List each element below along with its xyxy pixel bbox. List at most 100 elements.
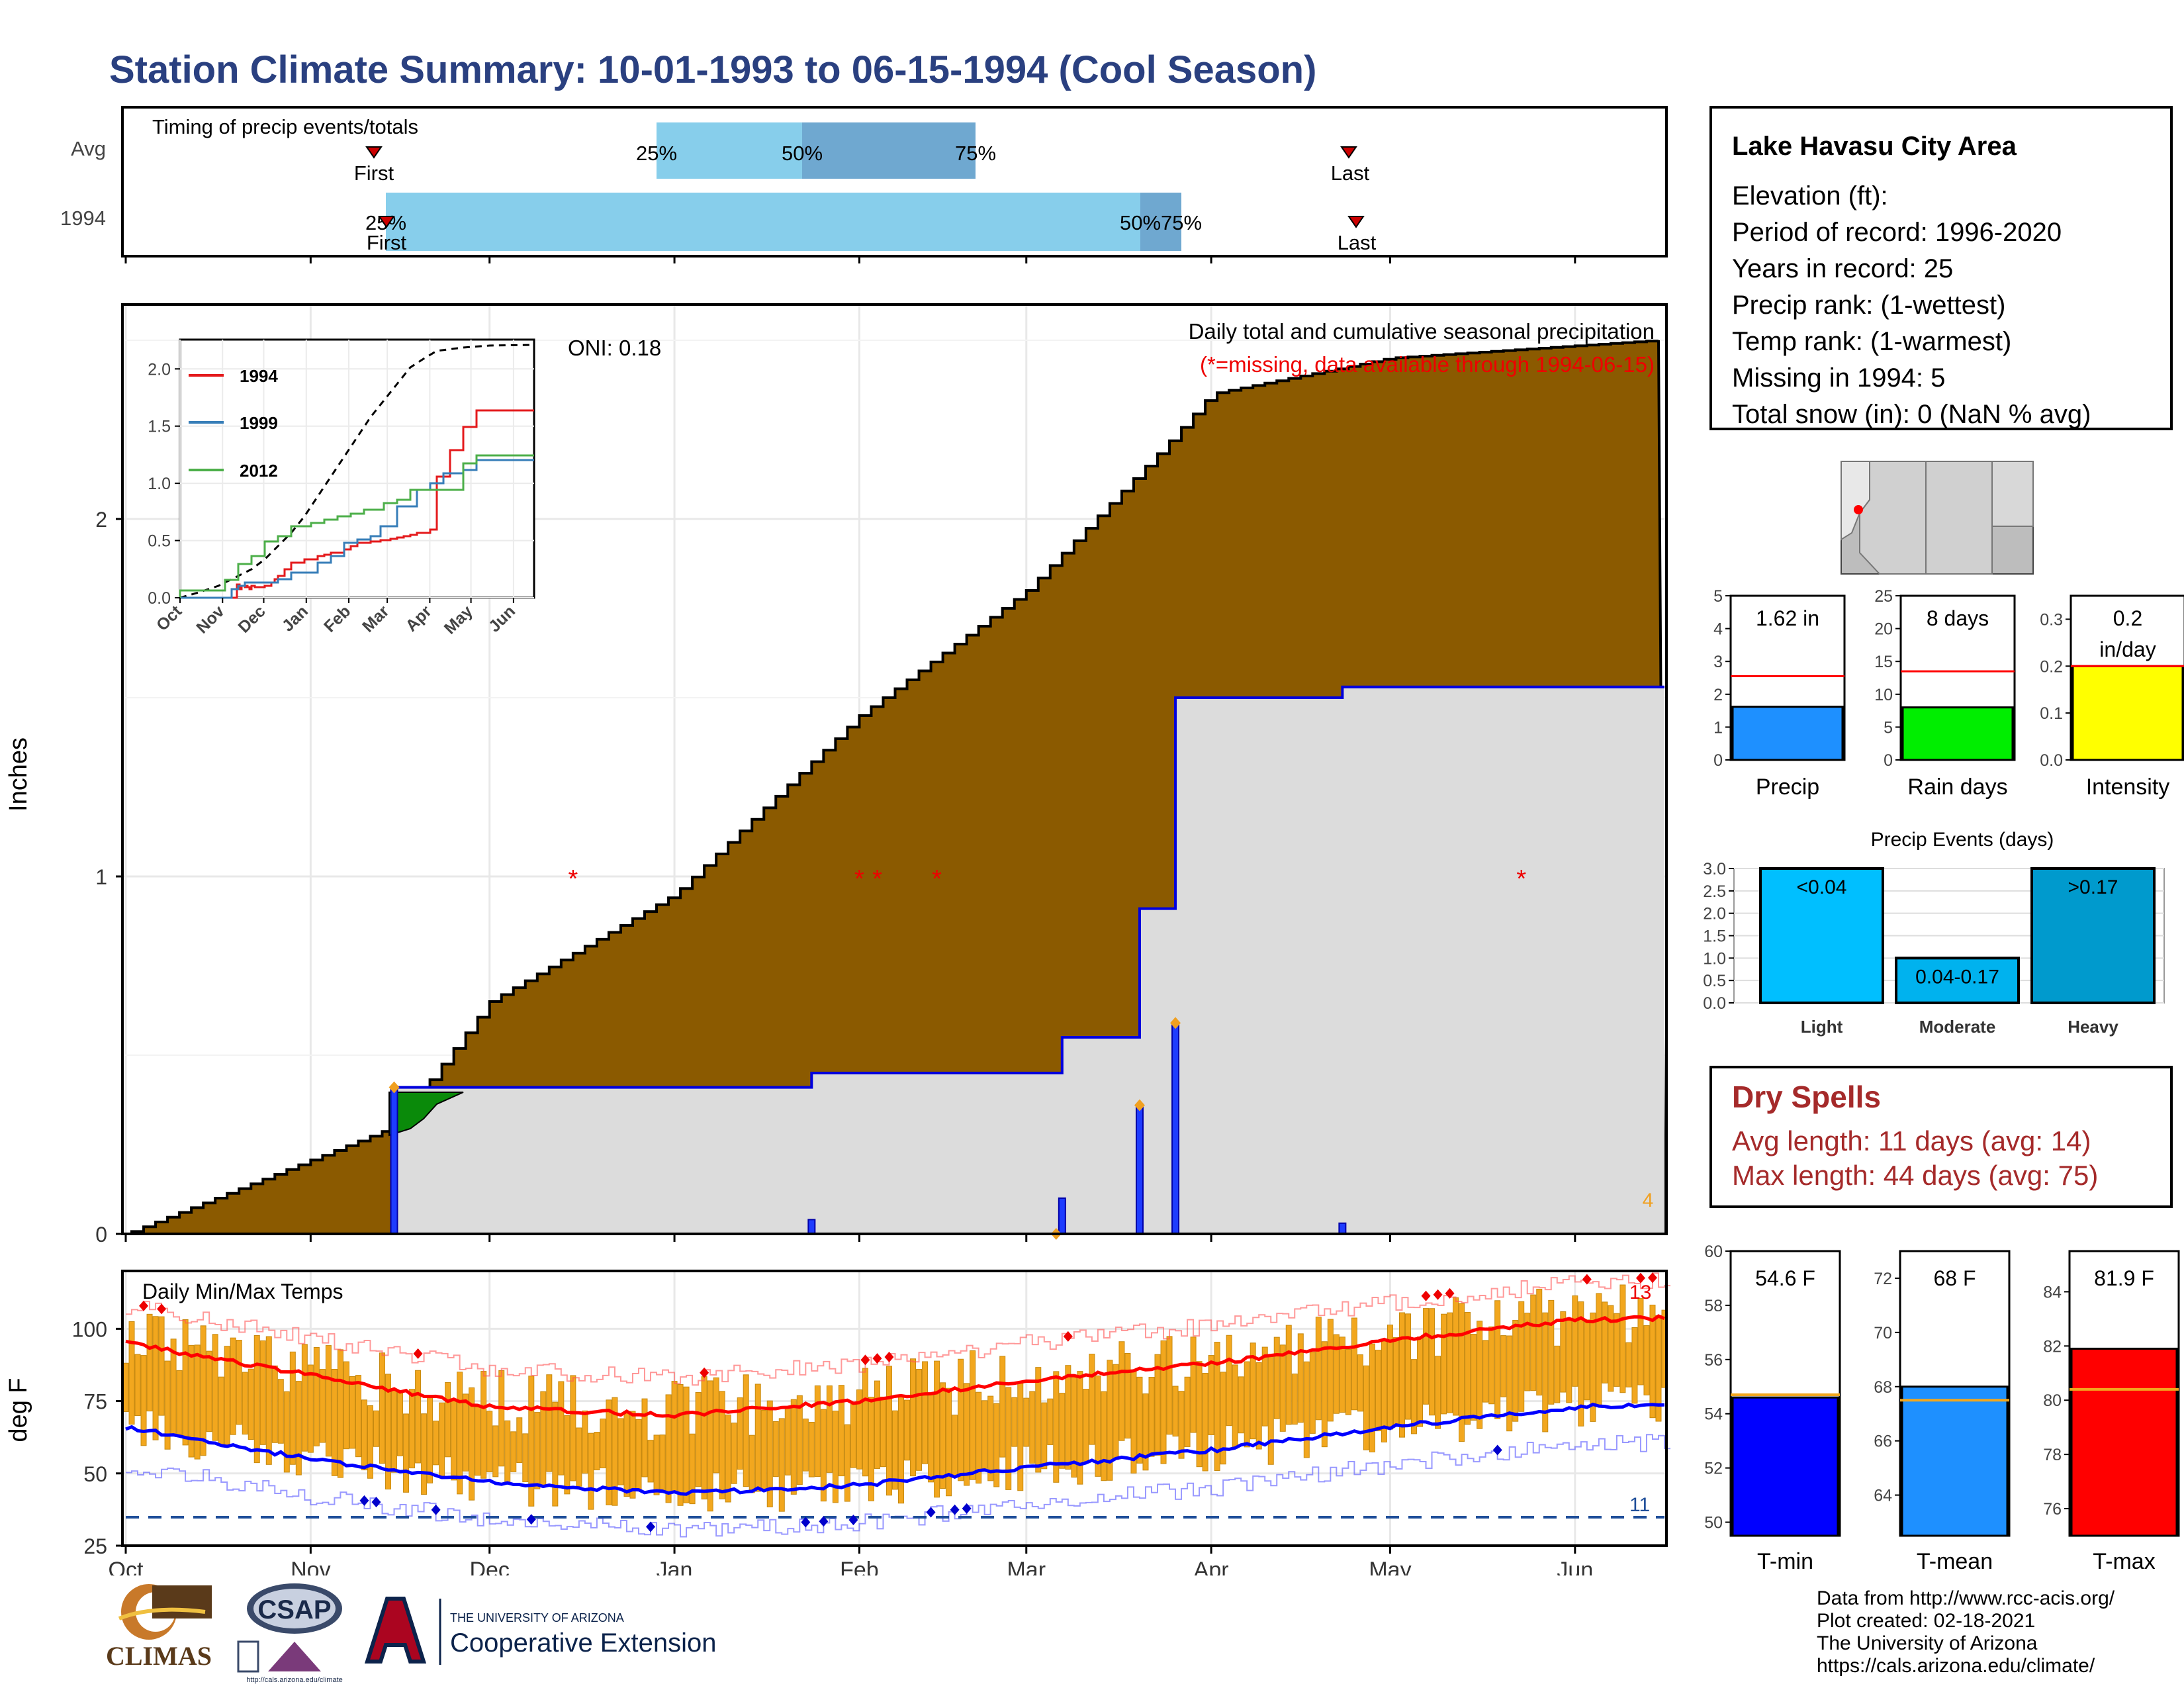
temp-day-bar — [1482, 1340, 1489, 1403]
temp-day-bar — [1214, 1342, 1220, 1472]
cumulative-1994-line — [126, 685, 1664, 1235]
ua-logo-big-text: Cooperative Extension — [450, 1628, 716, 1658]
temp-day-bar — [331, 1369, 338, 1476]
temp-day-bar — [1417, 1336, 1424, 1427]
mini-chart-precip: 0 1 2 3 4 5 1.62 in Precip — [1713, 587, 1846, 800]
temp-day-bar — [242, 1372, 248, 1435]
temp-day-bar — [892, 1410, 898, 1490]
temp-day-bar — [594, 1432, 600, 1471]
temp-day-bar — [409, 1389, 416, 1469]
temp-day-bar — [146, 1313, 153, 1412]
temp-day-bar — [253, 1335, 260, 1464]
temp-day-bar — [647, 1440, 654, 1483]
events-bar-rect — [1759, 867, 1884, 1004]
temp-day-bar — [475, 1406, 481, 1476]
temp-ytick-label-50: 50 — [83, 1462, 107, 1486]
precip-chart: * * * * * Daily total and cumulative seasona… — [5, 303, 1668, 1246]
temp-day-bar — [1160, 1340, 1167, 1464]
mini-ytick-label: 20 — [1874, 620, 1893, 639]
credit-university: The University of Arizona — [1817, 1632, 2038, 1654]
csap-logo-cloud-inner — [253, 1589, 336, 1628]
temp-day-bar — [1291, 1374, 1298, 1425]
temp-day-bar — [820, 1409, 827, 1502]
temp-day-bar — [558, 1381, 565, 1476]
climas-logo-swoosh — [118, 1607, 206, 1620]
temp-day-bar — [635, 1419, 642, 1492]
daily-bar-5 — [1338, 1222, 1347, 1235]
temp-day-bar — [934, 1360, 940, 1498]
mini-ytick-label: 3 — [1713, 653, 1723, 671]
mini-ytick-label: 0.3 — [2040, 610, 2063, 629]
temp-ytick-label-25: 25 — [83, 1534, 107, 1558]
temp-summary-ytick-label: 82 — [2043, 1337, 2062, 1356]
temp-ytick-label-100: 100 — [72, 1317, 107, 1341]
temp-day-bar — [778, 1418, 785, 1512]
temp-day-bar — [683, 1386, 690, 1503]
dry-spells-title: Dry Spells — [1732, 1080, 1881, 1114]
missing-mark-1: * — [854, 865, 864, 893]
temp-day-bar — [1208, 1355, 1214, 1435]
temp-day-bar — [439, 1402, 445, 1477]
record-high-mark-8 — [1421, 1290, 1431, 1301]
temp-day-bar — [1047, 1398, 1054, 1445]
y1994-p75: 75% — [1161, 211, 1202, 234]
temp-day-bar — [463, 1393, 469, 1472]
temp-day-bar — [552, 1401, 559, 1507]
inset-y-ticks: 0.0 0.5 1.0 1.5 2.0 — [148, 360, 180, 608]
daily-bar-1 — [807, 1219, 816, 1235]
info-period: Period of record: 1996-2020 — [1732, 218, 2062, 247]
temp-day-bar — [355, 1375, 361, 1458]
temp-day-bar — [1566, 1317, 1572, 1403]
temp-day-bar — [248, 1368, 254, 1440]
mini-ytick-label: 4 — [1713, 620, 1723, 639]
record-low-mark-3 — [526, 1514, 536, 1525]
temp-summary-t-min: 50 52 54 56 58 60 54.6 F T-min — [1704, 1243, 1841, 1574]
events-bar-rect — [1895, 957, 2020, 1004]
temp-summary-ytick-label: 58 — [1704, 1297, 1723, 1315]
temp-summary-ytick-label: 80 — [2043, 1391, 2062, 1410]
temp-day-bar — [976, 1391, 982, 1484]
map-region-arizona — [1859, 461, 1927, 575]
temp-day-bar — [1142, 1393, 1149, 1471]
temp-day-bar — [307, 1364, 314, 1453]
record-low-mark-8 — [926, 1507, 936, 1518]
missing-mark-4: * — [1516, 865, 1526, 893]
events-title: Precip Events (days) — [1871, 829, 2054, 851]
timing-label: Timing of precip events/totals — [152, 115, 418, 138]
avg-p75: 75% — [955, 142, 996, 165]
temp-day-bar — [826, 1385, 833, 1473]
climas-logo-text: CLIMAS — [106, 1641, 212, 1671]
info-temp-rank: Temp rank: (1-warmest) — [1732, 327, 2012, 356]
temp-day-bar — [1441, 1313, 1447, 1415]
temp-day-bar — [277, 1379, 284, 1444]
temp-xtick-label-Jun: Jun — [1557, 1558, 1593, 1575]
credits: Data from http://www.rcc-acis.org/ Plot … — [1817, 1587, 2115, 1677]
temp-day-bar — [1232, 1364, 1238, 1449]
cumulative-1994-area — [126, 686, 1664, 1234]
mini-ytick-label: 0 — [1713, 751, 1723, 770]
season-totals-charts: 0 1 2 3 4 5 1.62 in Precip 0 5 10 15 20 25 8 days Rain … — [1713, 587, 2184, 800]
temp-day-bar — [725, 1414, 731, 1503]
above-average-area — [388, 1092, 464, 1137]
avg-first-label: First — [354, 162, 394, 185]
temp-xtick-label-Apr: Apr — [1194, 1558, 1229, 1575]
temp-summary-ytick-label: 66 — [1874, 1432, 1892, 1451]
record-high-mark-10 — [1445, 1288, 1455, 1299]
inset-legend-1994: 1994 — [240, 366, 278, 386]
temp-day-bar — [218, 1376, 224, 1446]
record-low-mark-11 — [1492, 1444, 1502, 1456]
mini-ytick-label: 15 — [1874, 653, 1893, 671]
temp-day-bar — [510, 1431, 517, 1472]
temp-y-ticks: 25 50 75 100 — [72, 1317, 122, 1558]
temp-day-bar — [1398, 1312, 1405, 1438]
temp-day-bar — [1077, 1371, 1083, 1485]
temp-day-bar — [1488, 1326, 1495, 1405]
temp-day-bar — [1315, 1317, 1322, 1421]
avg-range-low — [657, 122, 802, 179]
map-region-east — [1991, 461, 2034, 527]
temp-day-bar — [802, 1419, 809, 1472]
temp-xtick-label-Jan: Jan — [657, 1558, 693, 1575]
temp-day-bar — [1345, 1348, 1351, 1415]
temp-day-bar — [1083, 1389, 1089, 1462]
temp-count-low: 11 — [1629, 1494, 1650, 1516]
